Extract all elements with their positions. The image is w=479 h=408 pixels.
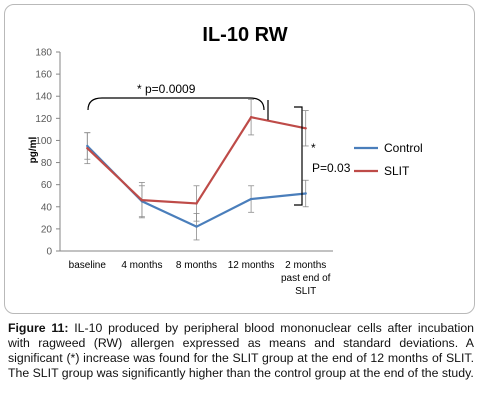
significance-bracket-1 xyxy=(87,97,265,111)
data-point-control xyxy=(304,192,307,195)
y-tick-label: 100 xyxy=(35,136,52,147)
legend-label-control: Control xyxy=(384,141,423,155)
data-point-slit xyxy=(304,127,307,130)
legend-label-slit: SLIT xyxy=(384,164,410,178)
x-category-label: 8 months xyxy=(176,260,217,271)
y-tick-label: 20 xyxy=(41,224,53,235)
data-point-slit xyxy=(86,146,89,150)
y-tick-label: 160 xyxy=(35,70,52,81)
caption-label: Figure 11: xyxy=(8,321,69,335)
data-point-control xyxy=(195,225,198,228)
data-point-control xyxy=(249,197,253,201)
annotation-star: * xyxy=(311,141,316,155)
y-tick-label: 80 xyxy=(41,158,53,169)
data-point-slit xyxy=(140,198,144,202)
annotation-p-0009: * p=0.0009 xyxy=(137,82,196,96)
x-category-label: 2 months past end of SLIT xyxy=(281,260,331,297)
x-category-label: baseline xyxy=(69,260,107,271)
significance-bracket-2 xyxy=(294,106,303,206)
legend: Control SLIT xyxy=(354,141,423,178)
x-category-label: 4 months xyxy=(121,260,162,271)
chart-title: IL-10 RW xyxy=(202,24,287,46)
data-point-control xyxy=(86,144,89,148)
x-category-label: 12 months xyxy=(228,260,275,271)
y-tick-label: 60 xyxy=(41,180,53,191)
data-point-slit xyxy=(249,116,253,119)
caption-text: IL-10 produced by peripheral blood monon… xyxy=(8,321,474,380)
annotation-p-003: P=0.03 xyxy=(312,161,351,175)
y-tick-label: 180 xyxy=(35,48,52,59)
chart-frame xyxy=(4,4,475,314)
y-tick-label: 120 xyxy=(35,114,52,125)
y-axis-label: pg/ml xyxy=(28,136,39,163)
y-tick-label: 40 xyxy=(41,202,53,213)
figure-caption: Figure 11: IL-10 produced by peripheral … xyxy=(8,321,474,381)
line-chart: IL-10 RW pg/ml 020406080100120140160180 … xyxy=(28,24,423,297)
y-tick-label: 0 xyxy=(46,247,52,258)
y-tick-label: 140 xyxy=(35,92,52,103)
data-point-slit xyxy=(195,202,198,205)
